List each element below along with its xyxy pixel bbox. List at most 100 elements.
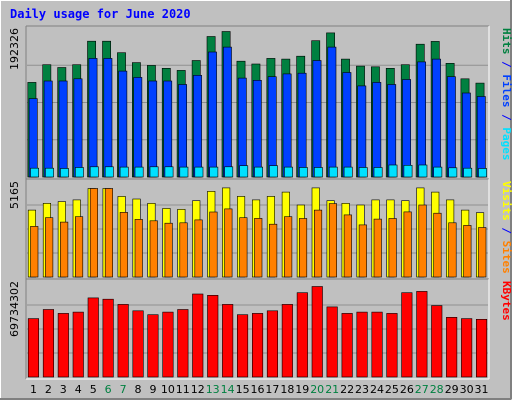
x-tick-label: 17 — [265, 383, 279, 396]
bar-pages-day-20 — [313, 167, 323, 178]
bar-pages-day-10 — [164, 166, 174, 178]
max-label-kbytes: 69734302 — [8, 281, 21, 337]
bar-pages-day-1 — [30, 167, 39, 178]
bar-kbytes-day-12 — [192, 293, 204, 378]
x-tick-label: 9 — [150, 383, 157, 396]
x-tick-label: 7 — [120, 383, 127, 396]
bar-pages-day-2 — [45, 167, 54, 178]
bar-sites-day-3 — [60, 221, 69, 278]
bar-pages-day-11 — [179, 166, 189, 178]
bar-pages-day-9 — [149, 166, 159, 178]
bar-sites-day-27 — [418, 204, 427, 278]
bar-sites-day-24 — [373, 218, 382, 278]
bar-pages-day-16 — [254, 166, 263, 178]
bar-files-day-8 — [133, 77, 143, 178]
bar-pages-day-6 — [104, 166, 114, 178]
bar-files-day-7 — [118, 70, 128, 178]
bar-files-day-25 — [387, 84, 397, 178]
bar-sites-day-25 — [388, 218, 397, 278]
x-tick-label: 8 — [135, 383, 142, 396]
x-tick-label: 26 — [400, 383, 414, 396]
legend-kbytes: KBytes — [500, 281, 512, 321]
bar-pages-day-13 — [209, 166, 219, 178]
bar-kbytes-day-9 — [147, 314, 159, 378]
bar-files-day-17 — [267, 76, 277, 178]
max-label-visits-sites: 5165 — [8, 181, 21, 209]
bar-files-day-13 — [208, 51, 217, 178]
bar-kbytes-day-4 — [72, 311, 84, 378]
bar-sites-day-31 — [478, 227, 487, 278]
x-tick-label: 23 — [355, 383, 369, 396]
bar-kbytes-day-8 — [132, 310, 144, 378]
bar-sites-day-19 — [298, 218, 308, 278]
bar-pages-day-28 — [433, 166, 443, 178]
bar-kbytes-day-30 — [461, 318, 473, 378]
bar-pages-day-14 — [224, 166, 234, 178]
bar-files-day-30 — [461, 92, 471, 178]
bar-sites-day-6 — [104, 188, 113, 278]
bar-pages-day-17 — [269, 165, 278, 178]
x-tick-label: 28 — [430, 383, 444, 396]
x-tick-label: 10 — [161, 383, 175, 396]
bar-files-day-5 — [88, 58, 98, 178]
bar-files-day-6 — [103, 58, 113, 178]
x-tick-label: 31 — [475, 383, 489, 396]
bar-files-day-27 — [417, 61, 426, 178]
bar-kbytes-day-20 — [311, 286, 323, 378]
bar-kbytes-day-25 — [386, 313, 398, 378]
bar-kbytes-day-21 — [326, 306, 338, 378]
bar-files-day-31 — [476, 96, 486, 178]
bar-kbytes-day-14 — [222, 304, 234, 378]
x-tick-label: 15 — [236, 383, 250, 396]
bar-sites-day-12 — [194, 219, 203, 278]
bar-kbytes-day-15 — [237, 314, 249, 378]
bar-sites-day-18 — [284, 216, 293, 278]
x-tick-label: 24 — [370, 383, 384, 396]
bar-sites-day-30 — [463, 225, 472, 278]
bar-kbytes-day-10 — [162, 311, 174, 378]
bar-sites-day-2 — [45, 217, 54, 278]
x-tick-label: 2 — [45, 383, 52, 396]
x-tick-label: 18 — [280, 383, 294, 396]
bar-files-day-20 — [312, 60, 322, 178]
bar-sites-day-22 — [343, 214, 352, 278]
bar-sites-day-13 — [209, 211, 218, 278]
bar-sites-day-10 — [164, 222, 173, 278]
bar-kbytes-day-7 — [117, 304, 129, 378]
bar-pages-day-5 — [89, 166, 99, 178]
x-tick-label: 3 — [60, 383, 67, 396]
bar-files-day-19 — [297, 72, 307, 178]
bar-sites-day-1 — [30, 226, 39, 278]
bar-kbytes-day-11 — [177, 309, 189, 378]
bar-pages-day-22 — [343, 166, 353, 178]
x-tick-label: 29 — [445, 383, 459, 396]
bar-kbytes-day-5 — [87, 297, 99, 378]
bar-kbytes-day-6 — [102, 298, 114, 378]
bar-sites-day-17 — [269, 223, 278, 278]
x-tick-label: 5 — [90, 383, 97, 396]
bar-files-day-26 — [402, 79, 411, 178]
bar-pages-day-18 — [284, 166, 293, 178]
x-tick-label: 13 — [206, 383, 220, 396]
bar-sites-day-26 — [403, 211, 412, 278]
bar-pages-day-24 — [373, 167, 383, 178]
bar-kbytes-day-27 — [416, 291, 428, 378]
x-tick-label: 11 — [176, 383, 190, 396]
bar-pages-day-25 — [388, 164, 398, 178]
x-tick-label: 12 — [191, 383, 205, 396]
bar-kbytes-day-24 — [371, 311, 383, 378]
legend-visits-sites: Visits / Sites — [500, 181, 512, 274]
bar-pages-day-21 — [328, 166, 338, 178]
bar-files-day-16 — [252, 80, 262, 178]
bar-pages-day-15 — [239, 165, 249, 178]
bar-kbytes-day-23 — [356, 311, 368, 378]
bar-pages-day-4 — [75, 167, 84, 178]
bar-sites-day-23 — [358, 224, 367, 278]
bar-pages-day-30 — [463, 167, 473, 178]
bar-pages-day-27 — [418, 164, 428, 178]
x-tick-label: 21 — [325, 383, 339, 396]
x-tick-label: 22 — [340, 383, 354, 396]
bar-kbytes-day-19 — [296, 292, 308, 378]
bar-files-day-1 — [28, 98, 38, 178]
